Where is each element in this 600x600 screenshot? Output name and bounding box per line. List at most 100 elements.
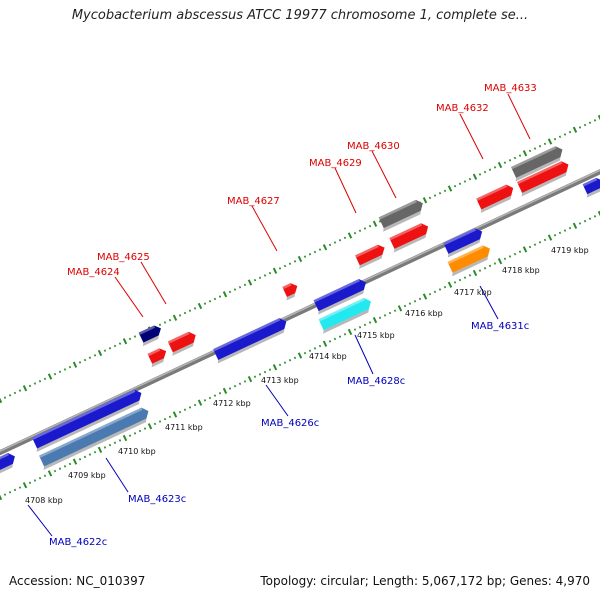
lower-track-tick — [397, 305, 403, 312]
gene-feature[interactable] — [353, 243, 388, 269]
upper-track-tick — [68, 365, 72, 369]
lower-track-tick — [593, 215, 597, 218]
gene-features[interactable] — [0, 144, 600, 489]
reverse-gene-label: MAB_4628c — [347, 376, 405, 387]
lower-track-tick — [0, 494, 3, 501]
gene-shadow — [217, 329, 285, 364]
lower-track-tick — [83, 455, 87, 459]
upper-track-tick — [158, 323, 162, 327]
gene-feature[interactable] — [37, 406, 152, 471]
lower-track-tick — [513, 252, 517, 256]
lower-track-tick — [88, 453, 92, 456]
gene-feature[interactable] — [442, 226, 486, 258]
gene-feature[interactable] — [446, 243, 494, 277]
kbp-label: 4709 kbp — [68, 471, 106, 480]
upper-track-tick — [278, 267, 282, 270]
gene-feature[interactable] — [281, 281, 301, 301]
upper-track-tick — [538, 144, 542, 148]
upper-track-tick — [22, 385, 28, 392]
gene-feature[interactable] — [30, 388, 145, 453]
gene-feature[interactable] — [0, 451, 19, 489]
lower-track-tick — [518, 250, 522, 253]
gene-body — [389, 223, 429, 249]
lower-track-tick — [547, 234, 553, 241]
lower-track-tick — [463, 276, 467, 279]
gene-shadow — [521, 172, 567, 197]
kbp-label: 4717 kbp — [454, 288, 492, 297]
upper-track-tick — [322, 244, 328, 251]
lower-track-tick — [322, 340, 328, 347]
gene-body — [138, 325, 161, 343]
upper-track-tick — [358, 229, 362, 233]
upper-track-tick — [193, 307, 197, 310]
lower-track-tick — [213, 394, 217, 397]
lower-track-tick — [338, 335, 342, 338]
lower-track-tick — [72, 458, 78, 465]
lower-track-tick — [468, 274, 472, 277]
lower-track-tick — [78, 458, 82, 461]
gene-shine — [582, 177, 598, 187]
gene-shine — [476, 184, 508, 201]
gene-shine — [282, 283, 292, 290]
gene-feature[interactable] — [388, 221, 432, 253]
upper-track-tick — [247, 279, 253, 286]
reverse-leader — [354, 334, 374, 375]
upper-track-tick — [18, 389, 22, 392]
upper-track-tick — [128, 337, 132, 341]
lower-track-tick — [297, 352, 303, 359]
upper-track-tick — [497, 161, 503, 169]
lower-track-tick — [138, 429, 142, 433]
upper-track-tick — [243, 283, 247, 287]
map-title: Mycobacterium abscessus ATCC 19977 chrom… — [71, 8, 529, 23]
gene-feature[interactable] — [146, 346, 170, 368]
upper-track-tick — [293, 260, 297, 263]
upper-track-tick — [553, 137, 557, 141]
lower-track-tick — [318, 344, 322, 348]
gene-feature[interactable] — [137, 323, 165, 347]
forward-gene-label: MAB_4624 — [67, 267, 120, 278]
lower-track-tick — [443, 285, 447, 289]
upper-track-tick — [183, 311, 187, 315]
upper-track-tick — [372, 220, 378, 227]
lower-track-tick — [428, 292, 432, 296]
kbp-label: 4716 kbp — [405, 309, 443, 318]
lower-track-tick — [493, 262, 497, 265]
lower-track-tick — [347, 328, 353, 336]
lower-track-tick — [53, 469, 57, 473]
gene-shadow — [515, 157, 561, 182]
lower-track-tick — [188, 406, 192, 409]
gene-feature[interactable] — [509, 144, 566, 182]
gene-feature[interactable] — [377, 198, 427, 232]
gene-shadow — [142, 335, 159, 347]
lower-track-tick — [368, 321, 372, 324]
lower-track-tick — [18, 486, 22, 489]
lower-track-tick — [97, 446, 103, 453]
lower-track-tick — [522, 246, 528, 253]
gene-feature[interactable] — [581, 176, 600, 198]
forward-leader — [251, 205, 278, 252]
lower-track-tick — [172, 411, 178, 418]
lower-track-tick — [558, 231, 562, 235]
gene-feature[interactable] — [515, 159, 572, 197]
lower-track-tick — [168, 415, 172, 419]
lower-track-tick — [153, 422, 157, 426]
gene-feature[interactable] — [474, 183, 517, 214]
upper-track-tick — [583, 123, 587, 127]
lower-track-tick — [288, 358, 292, 362]
lower-track-tick — [453, 281, 457, 284]
upper-track-tick — [338, 238, 342, 242]
gene-feature[interactable] — [211, 316, 290, 364]
upper-track-tick — [363, 227, 367, 230]
upper-track-tick — [572, 126, 578, 133]
kbp-label: 4710 kbp — [118, 447, 156, 456]
gene-feature[interactable] — [312, 277, 370, 315]
upper-track-tick — [438, 191, 442, 195]
upper-track-tick — [213, 297, 217, 301]
lower-track-tick — [118, 439, 122, 442]
gene-feature[interactable] — [166, 330, 200, 356]
lower-track-tick — [278, 363, 282, 367]
lower-track-tick — [228, 387, 232, 390]
gene-feature[interactable] — [317, 296, 375, 334]
lower-track-tick — [147, 423, 153, 430]
